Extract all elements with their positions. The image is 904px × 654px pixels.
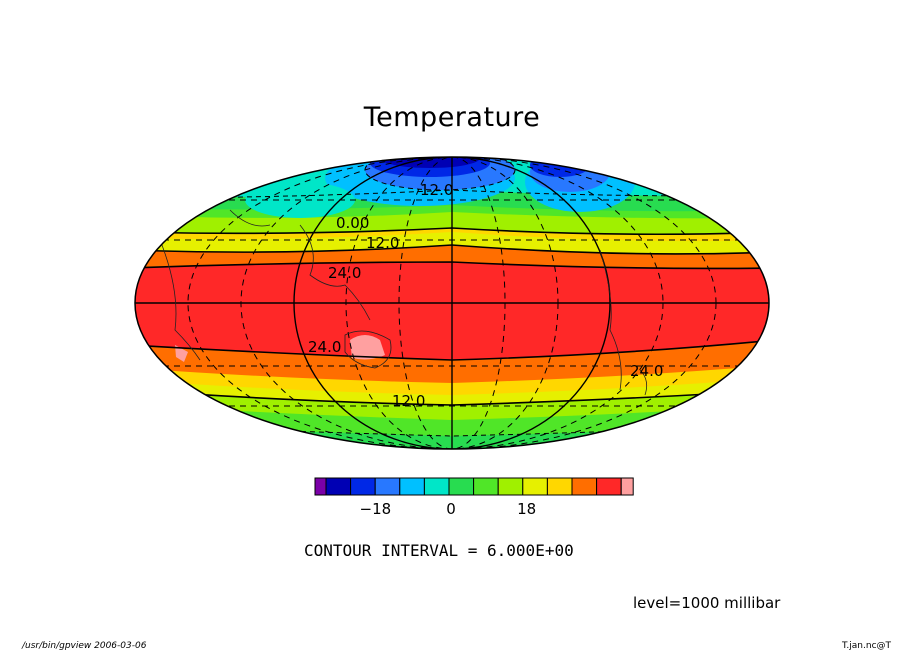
colorbar-swatch bbox=[620, 477, 634, 496]
contour-label: 12.0 bbox=[420, 181, 453, 199]
colorbar-swatch bbox=[546, 477, 573, 496]
colorbar-swatch bbox=[374, 477, 401, 496]
colorbar-swatch bbox=[497, 477, 524, 496]
contour-interval-text: CONTOUR INTERVAL = 6.000E+00 bbox=[304, 541, 574, 560]
colorbar-swatch bbox=[596, 477, 622, 496]
temperature-field bbox=[135, 157, 769, 449]
contour-label: 12.0 bbox=[392, 392, 425, 410]
colorbar-tick-label: −18 bbox=[359, 500, 392, 518]
colorbar-swatch bbox=[350, 477, 376, 496]
colorbar-swatch bbox=[571, 477, 598, 496]
colorbar bbox=[314, 477, 634, 496]
globe-outline bbox=[134, 156, 770, 450]
footer-command: /usr/bin/gpview 2006-03-06 bbox=[22, 641, 147, 651]
colorbar-swatch bbox=[423, 477, 450, 496]
colorbar-swatch bbox=[448, 477, 475, 496]
contour-label: 0.00 bbox=[336, 214, 369, 232]
contour-label: 12.0 bbox=[366, 234, 399, 252]
colorbar-swatch bbox=[325, 477, 352, 496]
map-title: Temperature bbox=[363, 102, 541, 133]
colorbar-swatch bbox=[522, 477, 548, 496]
contour-label: 24.0 bbox=[630, 362, 663, 380]
colorbar-swatch bbox=[399, 477, 425, 496]
footer-file: T.jan.nc@T bbox=[842, 641, 892, 651]
level-text: level=1000 millibar bbox=[633, 594, 781, 612]
contour-label: 24.0 bbox=[308, 338, 341, 356]
colorbar-swatch bbox=[473, 477, 499, 496]
colorbar-tick-label: 18 bbox=[517, 500, 537, 518]
colorbar-swatch bbox=[314, 477, 327, 496]
colorbar-tick-label: 0 bbox=[446, 500, 456, 518]
contour-label: 24.0 bbox=[328, 264, 361, 282]
